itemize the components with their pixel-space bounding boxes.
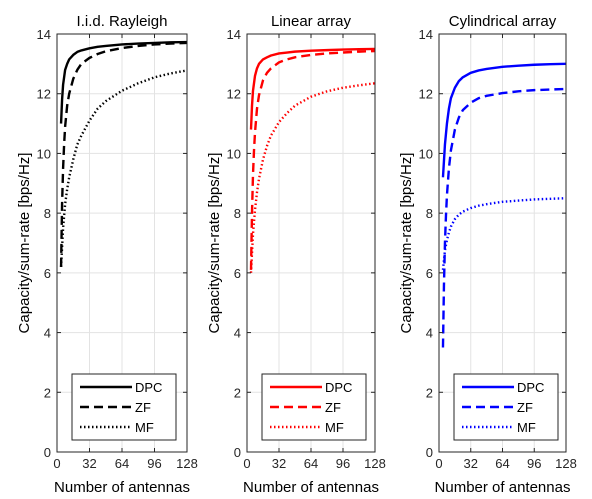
y-tick-label: 12	[37, 87, 51, 102]
legend: DPC ZF MF	[453, 373, 559, 441]
y-axis-label: Capacity/sum-rate [bps/Hz]	[206, 153, 223, 334]
y-tick-label: 6	[44, 266, 51, 281]
x-tick-label: 64	[495, 456, 509, 471]
y-tick-label: 10	[419, 146, 433, 161]
y-tick-label: 4	[234, 326, 241, 341]
y-axis-label: Capacity/sum-rate [bps/Hz]	[398, 153, 415, 334]
legend-label-dpc: DPC	[325, 380, 352, 395]
legend-label-dpc: DPC	[517, 380, 544, 395]
y-tick-label: 4	[44, 326, 51, 341]
y-tick-label: 14	[419, 27, 433, 42]
x-tick-label: 96	[527, 456, 541, 471]
legend: DPC ZF MF	[71, 373, 177, 441]
series-line-dpc	[59, 40, 187, 124]
y-tick-label: 6	[234, 266, 241, 281]
y-axis-label: Capacity/sum-rate [bps/Hz]	[16, 153, 33, 334]
y-tick-label: 14	[37, 27, 51, 42]
legend-label-mf: MF	[517, 420, 536, 435]
x-tick-label: 0	[435, 456, 442, 471]
x-tick-label: 64	[115, 456, 129, 471]
y-tick-label: 8	[234, 206, 241, 221]
x-tick-label: 96	[336, 456, 350, 471]
legend-label-zf: ZF	[325, 400, 341, 415]
x-tick-label: 64	[304, 456, 318, 471]
y-tick-label: 12	[419, 87, 433, 102]
y-tick-label: 6	[426, 266, 433, 281]
series-line-mf	[441, 197, 566, 270]
series-line-zf	[59, 41, 187, 267]
legend: DPC ZF MF	[261, 373, 367, 441]
y-tick-label: 8	[44, 206, 51, 221]
legend-label-zf: ZF	[135, 400, 151, 415]
x-tick-label: 0	[53, 456, 60, 471]
chart-panel-3: 0 32 64 96 128 0 2 4 6 8 10 12 14 Cylindrical array Nu…	[398, 13, 577, 496]
legend-label-dpc: DPC	[135, 380, 162, 395]
x-tick-label: 32	[272, 456, 286, 471]
y-tick-label: 10	[227, 146, 241, 161]
x-tick-label: 0	[243, 456, 250, 471]
y-tick-label: 0	[44, 445, 51, 460]
x-tick-label: 96	[147, 456, 161, 471]
y-tick-label: 4	[426, 326, 433, 341]
x-tick-label: 128	[176, 456, 198, 471]
series-line-dpc	[441, 62, 566, 178]
y-tick-label: 2	[234, 385, 241, 400]
legend-label-mf: MF	[135, 420, 154, 435]
y-tick-label: 8	[426, 206, 433, 221]
series-line-dpc	[249, 47, 375, 130]
series-line-mf	[249, 82, 375, 273]
y-tick-label: 0	[234, 445, 241, 460]
chart-title: Linear array	[271, 13, 352, 30]
chart-panel-2: 0 32 64 96 128 0 2 4 6 8 10 12 14 Linear array Number …	[206, 13, 386, 496]
x-tick-label: 128	[364, 456, 386, 471]
y-tick-label: 0	[426, 445, 433, 460]
series-line-zf	[249, 49, 375, 270]
series-line-zf	[441, 87, 566, 348]
x-axis-label: Number of antennas	[54, 479, 190, 496]
x-tick-label: 32	[464, 456, 478, 471]
x-axis-label: Number of antennas	[243, 479, 379, 496]
chart-title: Cylindrical array	[449, 13, 557, 30]
y-tick-label: 2	[44, 385, 51, 400]
y-tick-label: 14	[227, 27, 241, 42]
y-tick-label: 10	[37, 146, 51, 161]
legend-label-zf: ZF	[517, 400, 533, 415]
y-tick-label: 12	[227, 87, 241, 102]
x-axis-label: Number of antennas	[435, 479, 571, 496]
chart-title: I.i.d. Rayleigh	[77, 13, 168, 30]
y-tick-label: 2	[426, 385, 433, 400]
legend-label-mf: MF	[325, 420, 344, 435]
chart-panel-1: 0 32 64 96 128 0 2 4 6 8 10 12 14 I.i.d. Rayleigh Numb…	[16, 13, 198, 496]
x-tick-label: 128	[555, 456, 577, 471]
x-tick-label: 32	[82, 456, 96, 471]
